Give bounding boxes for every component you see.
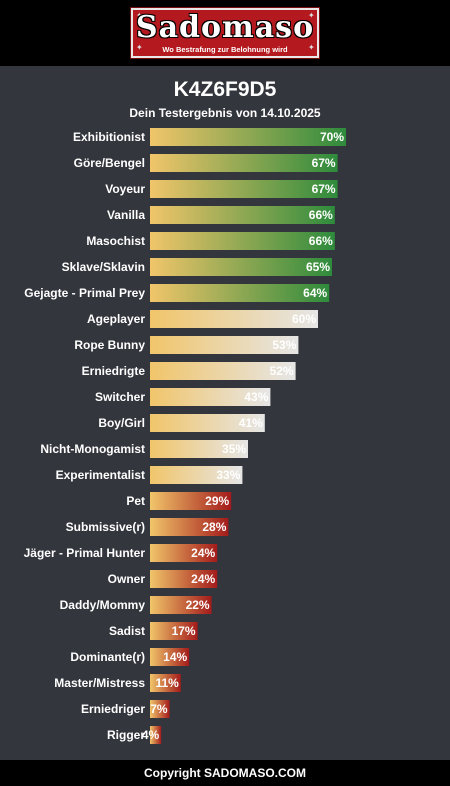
percent-label: 66% — [309, 208, 333, 222]
result-bar — [150, 518, 229, 536]
result-bar — [150, 388, 271, 406]
logo-title: Sadomaso — [135, 10, 315, 45]
percent-label: 41% — [239, 416, 263, 430]
category-label: Gejagte - Primal Prey — [24, 286, 145, 300]
top-bar: ✦ ✦ ✦ ✦ Sadomaso Wo Bestrafung zur Beloh… — [0, 0, 450, 66]
percent-label: 66% — [309, 234, 333, 248]
result-bar — [150, 674, 181, 692]
percent-label: 4% — [142, 728, 160, 742]
category-label: Boy/Girl — [98, 416, 145, 430]
result-bar — [150, 310, 318, 328]
category-label: Erniedrigte — [82, 364, 146, 378]
percent-label: 7% — [150, 702, 168, 716]
category-label: Pet — [126, 494, 145, 508]
category-label: Master/Mistress — [54, 676, 145, 690]
percent-label: 22% — [186, 598, 210, 612]
percent-label: 70% — [320, 130, 344, 144]
category-label: Daddy/Mommy — [60, 598, 146, 612]
category-label: Nicht-Monogamist — [40, 442, 145, 456]
percent-label: 17% — [172, 624, 196, 638]
percent-label: 24% — [191, 546, 215, 560]
result-bar — [150, 232, 335, 250]
percent-label: 33% — [216, 468, 240, 482]
category-label: Switcher — [95, 390, 145, 404]
result-bar — [150, 596, 212, 614]
corner-ornament-icon: ✦ — [308, 43, 315, 52]
result-bar — [150, 700, 170, 718]
category-label: Owner — [108, 572, 146, 586]
result-bar — [150, 570, 218, 588]
result-bar — [150, 336, 299, 354]
category-label: Vanilla — [107, 208, 145, 222]
result-code-title: K4Z6F9D5 — [173, 78, 277, 101]
category-label: Göre/Bengel — [74, 156, 145, 170]
result-bar — [150, 544, 218, 562]
corner-ornament-icon: ✦ — [136, 43, 143, 52]
category-label: Erniedriger — [81, 702, 145, 716]
percent-label: 60% — [292, 312, 316, 326]
percent-label: 53% — [272, 338, 296, 352]
result-bar-chart: Exhibitionist 70% Göre/Bengel 67% Voyeur 67% V… — [24, 128, 346, 744]
result-bar — [150, 284, 330, 302]
category-label: Masochist — [86, 234, 145, 248]
corner-ornament-icon: ✦ — [136, 11, 143, 20]
percent-label: 43% — [244, 390, 268, 404]
result-bar — [150, 206, 335, 224]
category-label: Ageplayer — [87, 312, 145, 326]
corner-ornament-icon: ✦ — [308, 11, 315, 20]
percent-label: 11% — [155, 676, 179, 690]
result-date-subtitle: Dein Testergebnis von 14.10.2025 — [129, 106, 321, 120]
result-bar — [150, 180, 338, 198]
percent-label: 67% — [312, 156, 336, 170]
category-label: Sklave/Sklavin — [62, 260, 145, 274]
category-label: Dominante(r) — [70, 650, 145, 664]
footer: Copyright SADOMASO.COM — [0, 760, 450, 786]
result-bar — [150, 154, 338, 172]
percent-label: 24% — [191, 572, 215, 586]
result-bar — [150, 492, 232, 510]
percent-label: 35% — [222, 442, 246, 456]
category-label: Rigger — [107, 728, 145, 742]
result-bar — [150, 726, 162, 744]
result-bar — [150, 466, 243, 484]
result-bar — [150, 362, 296, 380]
result-bar — [150, 128, 346, 146]
percent-label: 29% — [205, 494, 229, 508]
percent-label: 67% — [312, 182, 336, 196]
category-label: Rope Bunny — [74, 338, 145, 352]
result-bar — [150, 258, 332, 276]
category-label: Voyeur — [105, 182, 145, 196]
category-label: Sadist — [109, 624, 145, 638]
category-label: Submissive(r) — [66, 520, 145, 534]
percent-label: 52% — [270, 364, 294, 378]
percent-label: 28% — [202, 520, 226, 534]
footer-copyright: Copyright SADOMASO.COM — [144, 766, 306, 780]
site-logo[interactable]: ✦ ✦ ✦ ✦ Sadomaso Wo Bestrafung zur Beloh… — [130, 7, 320, 59]
percent-label: 64% — [303, 286, 327, 300]
result-bar — [150, 622, 198, 640]
category-label: Experimentalist — [56, 468, 145, 482]
category-label: Exhibitionist — [73, 130, 145, 144]
percent-label: 65% — [306, 260, 330, 274]
result-bar — [150, 414, 265, 432]
logo-subtitle: Wo Bestrafung zur Belohnung wird — [162, 45, 288, 54]
percent-label: 14% — [163, 650, 187, 664]
result-bar — [150, 648, 190, 666]
result-bar — [150, 440, 248, 458]
category-label: Jäger - Primal Hunter — [24, 546, 146, 560]
